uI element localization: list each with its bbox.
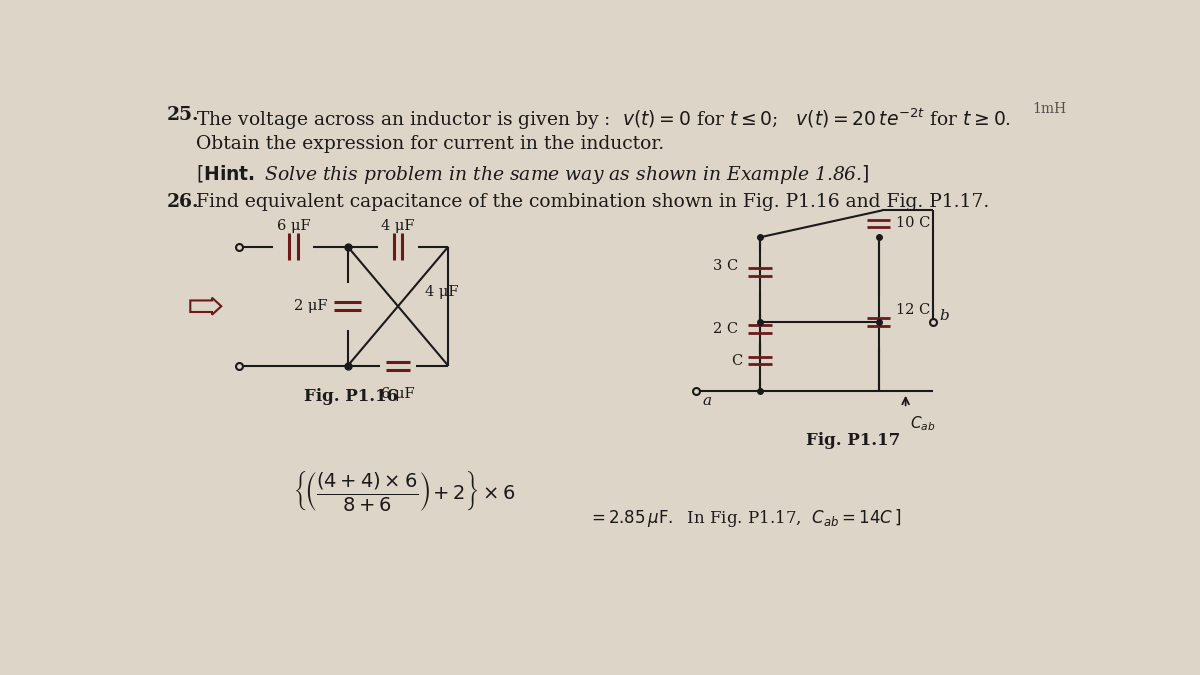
Text: 25.: 25. [167,107,199,124]
Text: 6 μF: 6 μF [276,219,310,233]
Text: 4 μF: 4 μF [425,286,458,300]
Text: 2 μF: 2 μF [294,299,328,313]
Text: The voltage across an inductor is given by :  $v(t) = 0$ for $t \leq 0$;   $v(t): The voltage across an inductor is given … [197,107,1012,132]
Text: a: a [702,394,712,408]
Text: 26.: 26. [167,192,199,211]
Text: 6 μF: 6 μF [382,387,415,402]
Text: Find equivalent capacitance of the combination shown in Fig. P1.16 and Fig. P1.1: Find equivalent capacitance of the combi… [197,192,990,211]
Text: Obtain the expression for current in the inductor.: Obtain the expression for current in the… [197,135,665,153]
Text: 12 C: 12 C [895,304,930,317]
Text: $[\mathbf{Hint.}$ Solve this problem in the same way as shown in Example 1.86.$]: $[\mathbf{Hint.}$ Solve this problem in … [197,163,870,186]
Text: 3 C: 3 C [713,259,738,273]
Text: $= 2.85\,\mu\mathrm{F}.$  In Fig. P1.17,  $C_{ab} = 14C\,]$: $= 2.85\,\mu\mathrm{F}.$ In Fig. P1.17, … [588,508,901,529]
Text: $C_{ab}$: $C_{ab}$ [910,414,935,433]
Text: 1mH: 1mH [1032,102,1066,116]
Text: 4 μF: 4 μF [382,219,415,233]
Text: b: b [938,309,949,323]
Text: Fig. P1.17: Fig. P1.17 [806,432,900,449]
Text: $\left\{\!\left(\dfrac{(4+4)\times 6}{8+6}\right)\!+2\right\}\times 6$: $\left\{\!\left(\dfrac{(4+4)\times 6}{8+… [293,468,516,513]
FancyArrow shape [191,298,221,315]
Text: 10 C: 10 C [895,217,930,230]
Text: C: C [732,354,743,367]
Text: 2 C: 2 C [713,322,738,336]
Text: Fig. P1.16: Fig. P1.16 [305,387,398,404]
